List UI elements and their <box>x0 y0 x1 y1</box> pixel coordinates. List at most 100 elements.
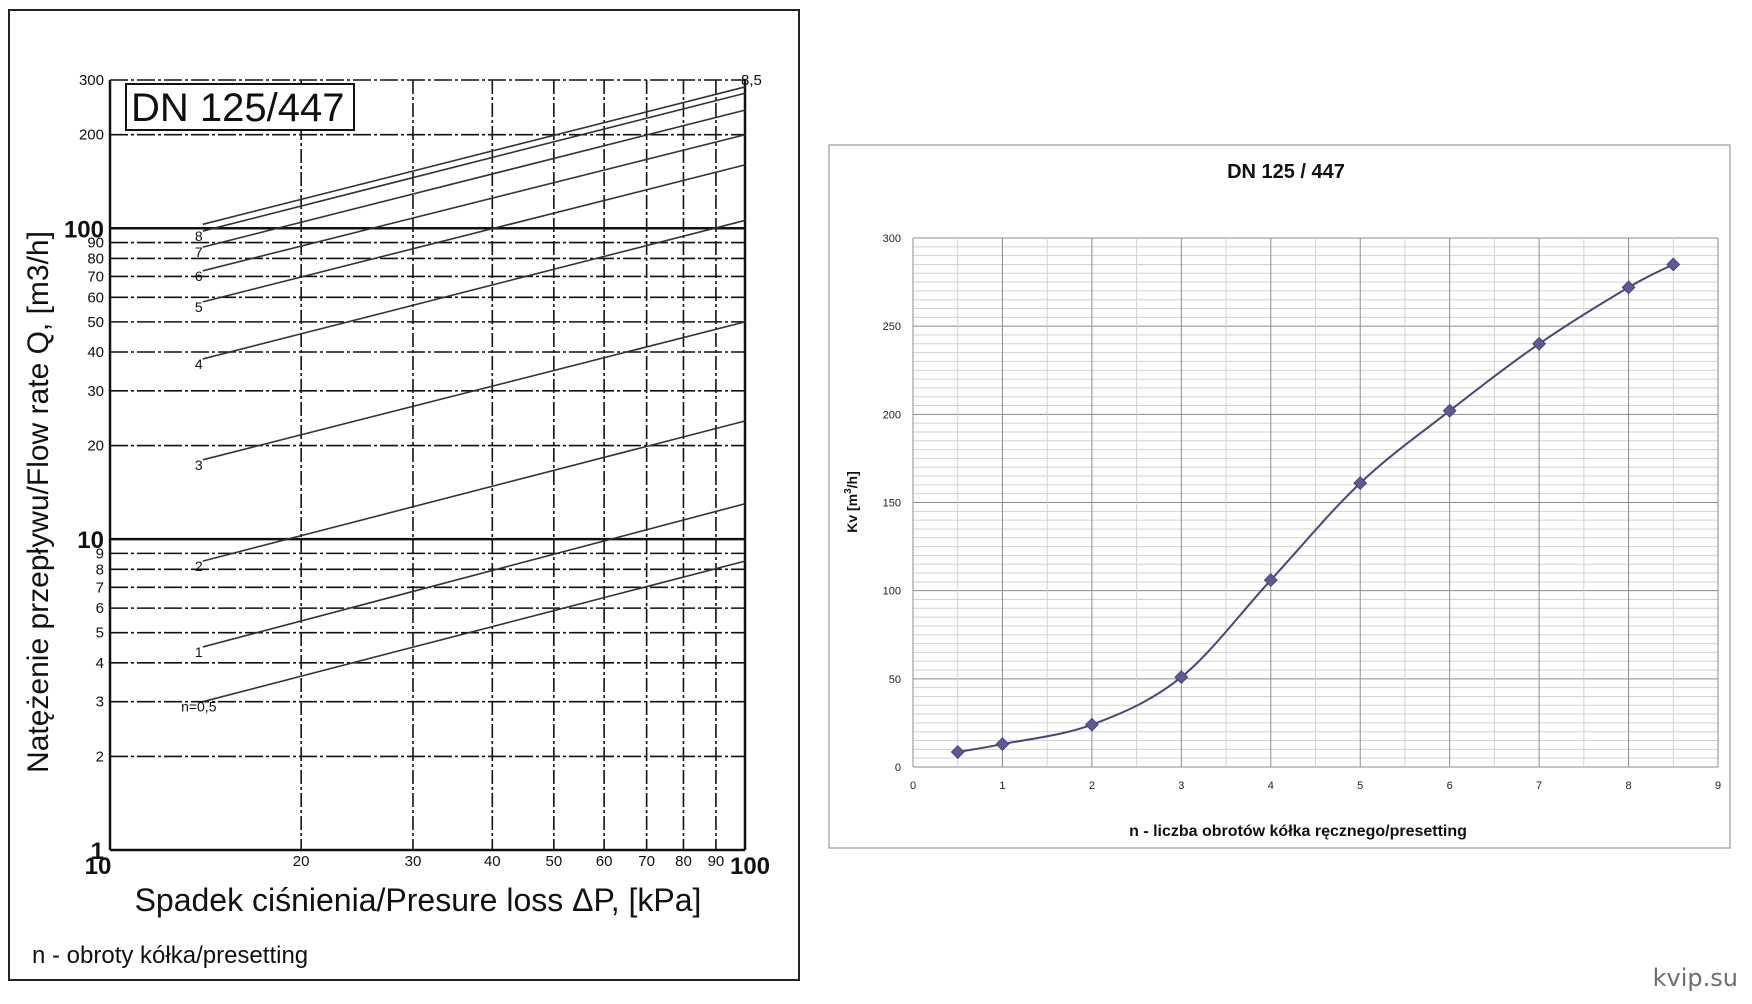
left-y-tick-label: 90 <box>87 235 104 252</box>
left-series-line <box>202 133 746 272</box>
right-x-tick-label: 1 <box>999 780 1005 792</box>
right-series-marker <box>1174 670 1189 684</box>
right-x-tick-label: 3 <box>1178 780 1184 792</box>
left-series-label: 4 <box>195 356 203 372</box>
left-chart-end-label: 8,5 <box>741 72 762 89</box>
right-y-tick-label: 200 <box>883 409 901 421</box>
right-series-marker <box>950 745 965 759</box>
left-x-tick-label: 10 <box>85 853 112 880</box>
left-y-tick-label: 8 <box>96 561 104 578</box>
left-series-label: 8 <box>195 228 203 244</box>
watermark: kvip.su <box>1652 964 1738 992</box>
right-y-tick-label: 100 <box>883 586 901 598</box>
left-x-tick-label: 100 <box>730 853 770 880</box>
left-series-line <box>202 109 746 248</box>
left-series-line <box>202 502 746 648</box>
left-y-tick-label: 80 <box>87 250 104 267</box>
left-chart-title-box <box>125 83 355 131</box>
left-x-tick-label: 20 <box>293 853 310 870</box>
left-chart-tick-labels: 10 20 30 40 50 60 70 80 90 1001234567891020304050… <box>64 72 770 880</box>
right-series-marker <box>1263 573 1278 588</box>
right-x-tick-label: 5 <box>1357 780 1363 792</box>
left-panel-frame <box>8 9 800 981</box>
right-series-marker <box>1666 257 1681 272</box>
left-series-line <box>202 164 746 303</box>
left-x-tick-label: 70 <box>638 853 655 870</box>
left-series-line <box>202 321 746 461</box>
left-y-tick-label: 200 <box>79 127 104 144</box>
left-chart-note: n - obroty kółka/presetting <box>32 942 308 969</box>
left-x-tick-label: 60 <box>596 853 613 870</box>
left-y-tick-label: 6 <box>96 600 104 617</box>
left-x-tick-label: 40 <box>484 853 501 870</box>
left-y-tick-label: 40 <box>87 344 104 361</box>
right-chart-y-label-end: /h] <box>844 471 860 488</box>
right-y-tick-label: 150 <box>883 498 901 510</box>
right-chart-panel: DN 125 / 447 0 50 100 150 200 250 300 0 1 2 3 4 5 6 7 8… <box>828 144 1731 849</box>
right-series-marker <box>1084 717 1099 732</box>
left-x-tick-label: 30 <box>405 853 422 870</box>
left-series-line <box>202 86 746 226</box>
left-y-tick-label: 300 <box>79 72 104 89</box>
left-x-tick-label: 50 <box>546 853 563 870</box>
left-y-tick-label: 1 <box>91 838 104 865</box>
left-y-tick-label: 50 <box>87 314 104 331</box>
left-series-label: 2 <box>195 558 203 574</box>
right-y-tick-label: 300 <box>883 233 901 245</box>
right-y-tick-label: 50 <box>889 674 901 686</box>
left-chart-y-axis-label: Natężenie przepływu/Flow rate Q, [m3/h] <box>22 231 55 773</box>
right-x-tick-label: 6 <box>1447 780 1453 792</box>
right-y-tick-label: 0 <box>895 762 901 774</box>
right-series-marker <box>1442 403 1457 418</box>
left-y-tick-label: 9 <box>96 545 104 562</box>
left-chart-lines: n=0,5 1 2 3 4 5 6 78 <box>181 86 746 715</box>
right-panel-frame <box>828 144 1731 849</box>
left-series-label: 3 <box>195 457 203 473</box>
left-chart-grid <box>108 79 747 852</box>
left-y-tick-label: 60 <box>87 289 104 306</box>
left-series-line <box>202 219 746 360</box>
right-chart-tick-labels: 0 50 100 150 200 250 300 0 1 2 3 4 5 6 7 8 9 <box>883 233 1721 792</box>
left-y-tick-label: 30 <box>87 383 104 400</box>
left-series-label: 5 <box>195 299 203 315</box>
right-x-tick-label: 9 <box>1715 780 1721 792</box>
right-series-marker <box>1353 476 1368 491</box>
right-y-tick-label: 250 <box>883 321 901 333</box>
right-x-tick-label: 7 <box>1536 780 1542 792</box>
left-y-tick-label: 20 <box>87 438 104 455</box>
right-chart-x-axis-label: n - liczba obrotów kółka ręcznego/preset… <box>1129 823 1467 840</box>
left-y-tick-label: 3 <box>96 694 104 711</box>
left-series-line <box>202 92 746 232</box>
left-series-label: 6 <box>195 268 203 284</box>
right-series-line <box>957 263 1674 753</box>
right-chart-y-label-sup: 3 <box>843 488 854 494</box>
right-x-tick-label: 2 <box>1089 780 1095 792</box>
right-chart-y-label-main: Kv [m <box>844 494 860 533</box>
right-x-tick-label: 0 <box>910 780 916 792</box>
right-x-tick-label: 4 <box>1268 780 1274 792</box>
left-y-tick-label: 4 <box>96 655 104 672</box>
left-y-tick-label: 70 <box>87 268 104 285</box>
left-series-line <box>202 560 746 703</box>
left-y-tick-label: 7 <box>96 579 104 596</box>
right-series-marker <box>1532 336 1547 351</box>
right-series-marker <box>1621 280 1636 295</box>
right-chart-y-axis-label: Kv [m3/h] <box>843 471 860 533</box>
left-y-tick-label: 10 <box>77 527 104 554</box>
right-x-tick-label: 8 <box>1625 780 1631 792</box>
right-chart-series <box>950 257 1681 759</box>
right-chart-title: DN 125 / 447 <box>1227 161 1345 183</box>
left-x-tick-label: 80 <box>675 853 692 870</box>
left-series-label: 1 <box>195 644 203 660</box>
left-y-tick-label: 5 <box>96 625 104 642</box>
left-chart-x-axis-label: Spadek ciśnienia/Presure loss ΔP, [kPa] <box>135 882 702 918</box>
left-chart-title: DN 125/447 <box>131 86 344 130</box>
left-series-line <box>202 420 746 562</box>
left-series-label: 7 <box>195 244 203 260</box>
left-y-tick-label: 100 <box>64 216 104 243</box>
right-chart-grid <box>912 237 1719 768</box>
left-x-tick-label: 90 <box>708 853 725 870</box>
left-y-tick-label: 2 <box>96 748 104 765</box>
